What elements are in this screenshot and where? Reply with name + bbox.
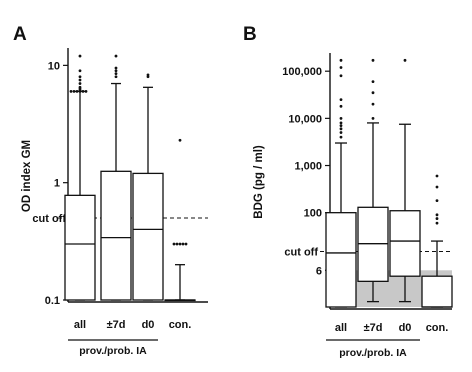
outlier-point [339, 121, 343, 125]
box-iqr [132, 172, 164, 301]
y-tick-label: 1 [54, 178, 60, 190]
outlier-point [371, 116, 375, 120]
outlier-point [371, 91, 375, 95]
outlier-point [114, 66, 118, 70]
category-label: all [74, 319, 86, 331]
category-label: d0 [142, 319, 155, 331]
cutoff-label: cut off [32, 213, 66, 225]
outlier-point [339, 98, 343, 101]
outlier-point [78, 75, 82, 79]
outlier-point [181, 242, 185, 246]
outlier-point [114, 75, 118, 79]
y-tick-label: 10,000 [288, 113, 322, 125]
outlier-point [403, 58, 407, 62]
outlier-point [114, 72, 118, 76]
outlier-point [178, 138, 182, 142]
category-label: con. [426, 322, 449, 334]
outlier-point [339, 124, 343, 128]
y-tick-label: 100 [304, 208, 322, 220]
outlier-point [339, 127, 343, 131]
box-1 [100, 54, 132, 301]
outlier-point [78, 82, 82, 85]
box-1 [357, 58, 389, 303]
outlier-point [371, 80, 375, 84]
group-label: prov./prob. IA [339, 347, 407, 359]
outlier-point [114, 69, 118, 73]
box-iqr [325, 212, 357, 308]
outlier-point [339, 104, 343, 108]
outlier-point [69, 89, 73, 93]
outlier-point [114, 54, 118, 58]
box-3 [164, 138, 196, 302]
box-2 [132, 73, 164, 301]
box-3 [421, 174, 453, 308]
outlier-point [178, 242, 182, 246]
y-tick-label: 1,000 [294, 161, 322, 173]
outlier-point [371, 58, 375, 62]
outlier-point [75, 89, 79, 93]
box-iqr [389, 210, 421, 277]
outlier-point [339, 116, 343, 120]
outlier-point [184, 242, 188, 246]
box-0 [64, 54, 96, 301]
outlier-point [339, 131, 343, 134]
y-tick-label: 0.1 [45, 295, 60, 307]
outlier-point [84, 89, 88, 93]
outlier-point [435, 221, 439, 225]
outlier-point [78, 54, 82, 58]
outlier-point [81, 89, 85, 93]
category-label: ±7d [364, 322, 383, 334]
outlier-point [339, 58, 343, 62]
panel-b: B 6 100 1,000 10,000 100,000 BDG (pg / ml) cut… [243, 24, 453, 359]
outlier-point [78, 69, 82, 73]
panel-letter: A [13, 24, 27, 45]
outlier-point [435, 213, 439, 217]
y-tick-label: 100,000 [282, 66, 322, 78]
outlier-point [435, 217, 439, 220]
cutoff-label: cut off [284, 247, 318, 259]
box-iqr [64, 194, 96, 301]
y-axis-label: OD index GM [21, 140, 33, 212]
y-axis-label: BDG (pg / ml) [253, 145, 265, 219]
outlier-point [78, 85, 82, 89]
outlier-point [339, 74, 343, 78]
outlier-point [435, 199, 439, 203]
box-iqr [421, 275, 453, 308]
outlier-point [175, 242, 179, 246]
outlier-point [172, 242, 176, 246]
category-label: con. [169, 319, 192, 331]
outlier-point [435, 185, 439, 189]
panel-letter: B [243, 24, 257, 45]
outlier-point [339, 135, 343, 139]
box-2 [389, 58, 421, 303]
y-tick-label: 10 [48, 60, 60, 72]
outlier-point [435, 174, 439, 178]
box-0 [325, 58, 357, 308]
outlier-point [339, 66, 343, 69]
outlier-point [78, 78, 82, 82]
category-label: ±7d [107, 319, 126, 331]
category-label: all [335, 322, 347, 334]
outlier-point [72, 89, 76, 93]
outlier-point [371, 102, 375, 106]
box-iqr [100, 170, 132, 301]
category-label: d0 [399, 322, 412, 334]
group-label: prov./prob. IA [79, 345, 147, 357]
outlier-point [146, 73, 150, 77]
y-tick-label: 6 [316, 265, 322, 277]
